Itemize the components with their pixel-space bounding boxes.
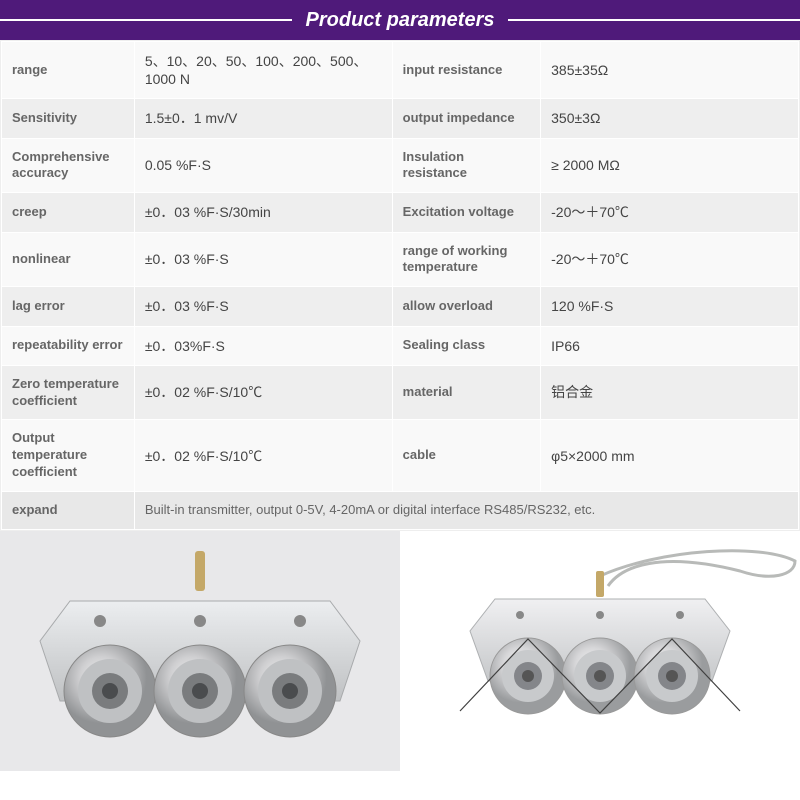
param-label: Insulation resistance: [392, 138, 540, 193]
param-label: Excitation voltage: [392, 193, 540, 232]
param-value: ±0．02 %F·S/10℃: [134, 365, 392, 420]
table-row: range5、10、20、50、100、200、500、1000 Ninput …: [2, 42, 799, 99]
param-label: Sealing class: [392, 326, 540, 365]
param-label: output impedance: [392, 99, 540, 138]
sensor-image-1: [0, 531, 400, 771]
parameters-table-wrap: range5、10、20、50、100、200、500、1000 Ninput …: [0, 40, 800, 531]
table-row: Comprehensive accuracy0.05 %F·SInsulatio…: [2, 138, 799, 193]
header-line-right: [508, 19, 800, 21]
table-row: lag error±0．03 %F·Sallow overload120 %F·…: [2, 287, 799, 326]
param-value: ±0．03 %F·S: [134, 287, 392, 326]
param-label: material: [392, 365, 540, 420]
param-value: -20～＋70℃: [541, 193, 799, 232]
param-value: IP66: [541, 326, 799, 365]
param-value: -20～＋70℃: [541, 232, 799, 287]
param-label: range of working temperature: [392, 232, 540, 287]
param-value: 0.05 %F·S: [134, 138, 392, 193]
param-value: ±0．03 %F·S/30min: [134, 193, 392, 232]
param-label: creep: [2, 193, 135, 232]
table-row: nonlinear±0．03 %F·Srange of working temp…: [2, 232, 799, 287]
table-row: Output temperature coefficient±0．02 %F·S…: [2, 420, 799, 492]
param-value: 5、10、20、50、100、200、500、1000 N: [134, 42, 392, 99]
table-row: creep±0．03 %F·S/30minExcitation voltage-…: [2, 193, 799, 232]
header-line-left: [0, 19, 292, 21]
param-label: Comprehensive accuracy: [2, 138, 135, 193]
param-label: input resistance: [392, 42, 540, 99]
param-value: ±0．03%F·S: [134, 326, 392, 365]
table-row: Sensitivity1.5±0．1 mv/Voutput impedance3…: [2, 99, 799, 138]
param-label: nonlinear: [2, 232, 135, 287]
param-label: Output temperature coefficient: [2, 420, 135, 492]
param-value: φ5×2000 mm: [541, 420, 799, 492]
expand-label: expand: [2, 492, 135, 530]
table-row-expand: expandBuilt-in transmitter, output 0-5V,…: [2, 492, 799, 530]
param-value: 385±35Ω: [541, 42, 799, 99]
param-value: 铝合金: [541, 365, 799, 420]
table-row: repeatability error±0．03%F·SSealing clas…: [2, 326, 799, 365]
sensor-image-2: [400, 531, 800, 771]
param-value: ±0．03 %F·S: [134, 232, 392, 287]
param-value: 1.5±0．1 mv/V: [134, 99, 392, 138]
expand-value: Built-in transmitter, output 0-5V, 4-20m…: [134, 492, 798, 530]
param-label: allow overload: [392, 287, 540, 326]
param-value: ±0．02 %F·S/10℃: [134, 420, 392, 492]
param-value: ≥ 2000 MΩ: [541, 138, 799, 193]
parameters-table: range5、10、20、50、100、200、500、1000 Ninput …: [1, 41, 799, 530]
header-bar: Product parameters: [0, 0, 800, 40]
param-value: 120 %F·S: [541, 287, 799, 326]
param-label: Zero temperature coefficient: [2, 365, 135, 420]
product-image-left: [0, 531, 400, 771]
param-label: cable: [392, 420, 540, 492]
header-title: Product parameters: [292, 9, 509, 32]
product-image-right: [400, 531, 800, 771]
param-label: lag error: [2, 287, 135, 326]
param-label: repeatability error: [2, 326, 135, 365]
table-row: Zero temperature coefficient±0．02 %F·S/1…: [2, 365, 799, 420]
product-images-row: [0, 531, 800, 771]
param-value: 350±3Ω: [541, 99, 799, 138]
param-label: range: [2, 42, 135, 99]
param-label: Sensitivity: [2, 99, 135, 138]
